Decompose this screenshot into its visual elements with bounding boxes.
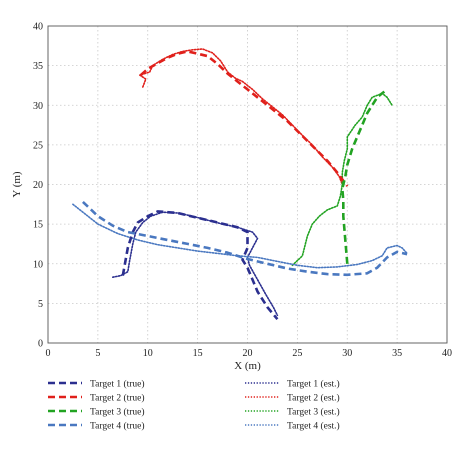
- series-line-target-2-true: [139, 50, 349, 187]
- series-line-target-4-est: [72, 203, 408, 269]
- x-tick-label: 30: [342, 348, 352, 359]
- x-tick-label: 35: [392, 348, 402, 359]
- grid-lines: [48, 26, 447, 343]
- series-group: [72, 48, 408, 321]
- legend-label-target-2-true: Target 2 (true): [90, 393, 145, 404]
- series-line-target-1-est: [112, 211, 279, 317]
- y-tick-label: 35: [33, 61, 43, 72]
- y-tick-label: 40: [33, 22, 43, 33]
- series-line-target-4-true: [82, 200, 408, 277]
- y-tick-label: 5: [38, 299, 43, 310]
- y-tick-label: 10: [33, 259, 43, 270]
- x-tick-label: 25: [292, 348, 302, 359]
- legend-label-target-4-est: Target 4 (est.): [287, 421, 340, 432]
- legend-label-target-3-true: Target 3 (true): [90, 407, 145, 418]
- y-tick-label: 30: [33, 101, 43, 112]
- x-tick-label: 0: [46, 348, 51, 359]
- x-tick-label: 5: [95, 348, 100, 359]
- y-tick-label: 25: [33, 140, 43, 151]
- series-line-target-3-true: [340, 88, 388, 264]
- legend-label-target-2-est: Target 2 (est.): [287, 393, 340, 404]
- x-tick-label: 10: [143, 348, 153, 359]
- legend-label-target-4-true: Target 4 (true): [90, 421, 145, 432]
- y-tick-label: 20: [33, 180, 43, 191]
- tick-labels: 0 5 10 15 20 25 30 35 40 0 5 10 15 20 25 30 35 40: [33, 22, 452, 360]
- y-axis-label: Y (m): [11, 171, 23, 198]
- series-line-target-2-est: [139, 48, 344, 186]
- plot-frame: [47, 25, 448, 344]
- legend: Target 1 (true) Target 2 (true) Target 3 (…: [48, 379, 340, 432]
- x-tick-label: 20: [243, 348, 253, 359]
- x-tick-label: 15: [193, 348, 203, 359]
- legend-label-target-1-est: Target 1 (est.): [287, 379, 340, 390]
- x-tick-label: 40: [442, 348, 452, 359]
- x-axis-label: X (m): [234, 360, 261, 372]
- legend-label-target-3-est: Target 3 (est.): [287, 407, 340, 418]
- series-line-target-3-est: [291, 92, 393, 267]
- y-tick-label: 0: [38, 339, 43, 350]
- legend-label-target-1-true: Target 1 (true): [90, 379, 145, 390]
- y-tick-label: 15: [33, 220, 43, 231]
